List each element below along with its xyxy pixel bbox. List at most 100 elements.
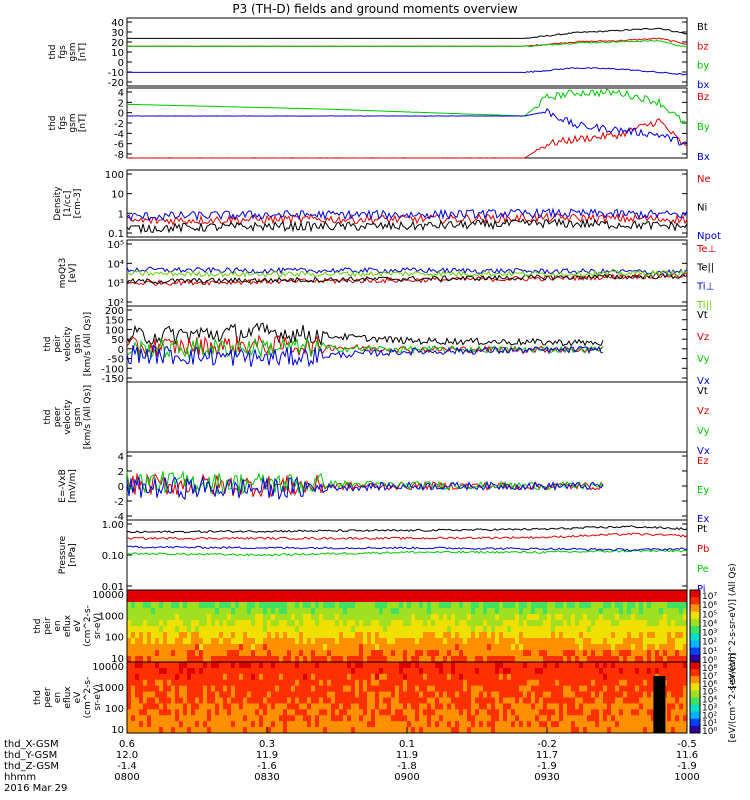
heatmap-cell xyxy=(319,602,324,609)
heatmap-cell xyxy=(415,662,420,669)
heatmap-cell xyxy=(483,691,488,698)
heatmap-cell xyxy=(255,673,260,681)
heatmap-cell xyxy=(195,715,200,722)
heatmap-cell xyxy=(275,620,280,627)
heatmap-cell xyxy=(415,715,420,722)
y-tick-label: 150 xyxy=(105,316,124,327)
heatmap-cell xyxy=(207,662,212,669)
heatmap-cell xyxy=(415,703,420,710)
heatmap-cell xyxy=(319,691,324,698)
heatmap-cell xyxy=(483,590,488,597)
legend-by: by xyxy=(697,61,709,72)
heatmap-cell xyxy=(487,638,492,645)
heatmap-cell xyxy=(163,596,168,603)
heatmap-cell xyxy=(479,662,484,669)
heatmap-cell xyxy=(667,667,672,675)
heatmap-cell xyxy=(267,596,272,603)
heatmap-cell xyxy=(483,656,488,663)
heatmap-cell xyxy=(619,626,624,633)
heatmap-cell xyxy=(531,703,536,710)
heatmap-cell xyxy=(519,703,524,710)
heatmap-cell xyxy=(251,656,256,663)
heatmap-cell xyxy=(447,679,452,687)
heatmap-cell xyxy=(435,673,440,681)
heatmap-cell xyxy=(375,656,380,663)
heatmap-cell xyxy=(315,715,320,722)
heatmap-cell xyxy=(307,650,312,657)
heatmap-cell xyxy=(259,667,264,675)
heatmap-cell xyxy=(231,638,236,645)
heatmap-cell xyxy=(343,602,348,609)
heatmap-cell xyxy=(151,602,156,609)
heatmap-cell xyxy=(171,679,176,687)
heatmap-cell xyxy=(679,590,684,597)
heatmap-cell xyxy=(683,727,688,734)
heatmap-cell xyxy=(539,679,544,687)
heatmap-cell xyxy=(187,614,192,621)
heatmap-cell xyxy=(463,620,468,627)
heatmap-cell xyxy=(347,590,352,597)
heatmap-cell xyxy=(359,638,364,645)
heatmap-cell xyxy=(295,727,300,734)
x-tick-value: 1000 xyxy=(674,772,699,783)
heatmap-cell xyxy=(511,596,516,603)
heatmap-cell xyxy=(575,590,580,597)
heatmap-cell xyxy=(543,638,548,645)
heatmap-cell xyxy=(683,602,688,609)
heatmap-cell xyxy=(487,721,492,728)
heatmap-cell xyxy=(319,650,324,657)
heatmap-cell xyxy=(147,650,152,657)
heatmap-cell xyxy=(263,590,268,597)
heatmap-cell xyxy=(159,703,164,710)
heatmap-cell xyxy=(475,685,480,692)
heatmap-cell xyxy=(375,721,380,728)
heatmap-cell xyxy=(403,614,408,621)
heatmap-cell xyxy=(603,644,608,651)
heatmap-cell xyxy=(379,673,384,681)
heatmap-cell xyxy=(523,667,528,675)
heatmap-cell xyxy=(683,709,688,716)
heatmap-cell xyxy=(407,620,412,627)
heatmap-cell xyxy=(199,596,204,603)
heatmap-cell xyxy=(639,602,644,609)
series-te|| xyxy=(126,272,688,285)
heatmap-cell xyxy=(151,590,156,597)
heatmap-cell xyxy=(531,685,536,692)
heatmap-cell xyxy=(287,602,292,609)
heatmap-cell xyxy=(191,721,196,728)
heatmap-cell xyxy=(479,691,484,698)
heatmap-cell xyxy=(323,614,328,621)
heatmap-cell xyxy=(139,638,144,645)
heatmap-cell xyxy=(635,709,640,716)
heatmap-cell xyxy=(579,679,584,687)
heatmap-cell xyxy=(435,691,440,698)
heatmap-cell xyxy=(631,697,636,704)
x-tick-value: -1.9 xyxy=(537,761,557,772)
heatmap-cell xyxy=(423,667,428,675)
heatmap-cell xyxy=(495,656,500,663)
heatmap-cell xyxy=(243,626,248,633)
heatmap-cell xyxy=(487,697,492,704)
heatmap-cell xyxy=(207,638,212,645)
x-tick-value: 0.1 xyxy=(399,739,415,750)
heatmap-cell xyxy=(399,697,404,704)
heatmap-cell xyxy=(551,596,556,603)
heatmap-cell xyxy=(147,703,152,710)
heatmap-cell xyxy=(175,679,180,687)
heatmap-cell xyxy=(547,650,552,657)
heatmap-cell xyxy=(375,715,380,722)
heatmap-cell xyxy=(623,685,628,692)
heatmap-cell xyxy=(479,667,484,675)
heatmap-cell xyxy=(323,602,328,609)
heatmap-cell xyxy=(319,715,324,722)
heatmap-cell xyxy=(231,721,236,728)
heatmap-cell xyxy=(331,673,336,681)
heatmap-cell xyxy=(627,608,632,615)
date-label: 2016 Mar 29 xyxy=(4,783,67,794)
heatmap-cell xyxy=(291,650,296,657)
heatmap-cell xyxy=(567,673,572,681)
heatmap-cell xyxy=(395,644,400,651)
heatmap-cell xyxy=(283,626,288,633)
heatmap-cell xyxy=(255,667,260,675)
